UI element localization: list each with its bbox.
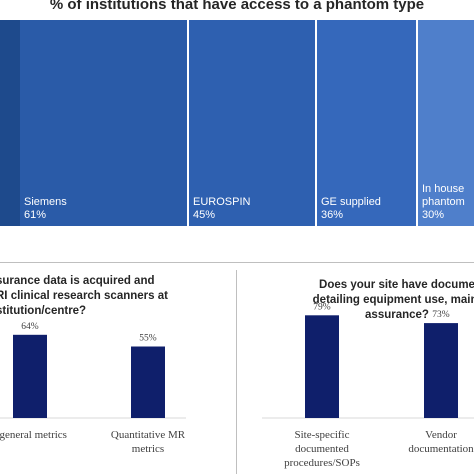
left-panel-title: surance data is acquired and RI clinical… [0,274,168,319]
treemap-tile-ge: GE supplied 36% [317,20,416,226]
right-title-line-3: assurance? [365,309,429,321]
phantom-treemap: Siemens 61% EUROSPIN 45% GE supplied 36%… [0,20,474,226]
right-category-label-1-1: documentation [408,443,474,455]
treemap-tile-in-house: In house phantom 30% [418,20,474,226]
treemap-value-eurospin: 45% [193,209,216,221]
panel-divider [236,270,237,474]
treemap-tile-siemens: Siemens 61% [20,20,187,226]
section-divider [0,262,474,263]
right-category-label-0-2: procedures/SOPs [284,457,360,469]
treemap-label-ge: GE supplied [321,196,381,208]
left-bar-value-1: 55% [139,334,157,344]
left-title-line-3: stitution/centre? [0,305,87,317]
right-title-line-2: detailing equipment use, maint [312,294,474,306]
left-category-label-1-0: Quantitative MR [111,429,186,441]
treemap-tile-eurospin: EUROSPIN 45% [189,20,315,226]
treemap-tile-hidden [0,20,20,226]
treemap-title: % of institutions that have access to a … [49,0,425,13]
left-category-label-1-1: metrics [132,443,164,455]
left-title-line-2: RI clinical research scanners at [0,290,168,302]
right-bar-0 [305,315,339,418]
treemap-label-eurospin: EUROSPIN [193,196,251,208]
right-category-label-0-0: Site-specific [295,429,350,441]
treemap-value-in-house: 30% [422,209,445,221]
left-bar-value-0: 64% [21,322,39,332]
treemap-label-in-house-1: In house [422,183,465,195]
left-bar-0 [13,334,47,418]
treemap-label-in-house-2: phantom [422,196,465,208]
left-category-label-0-0: r general metrics [0,429,67,441]
right-bar-1 [424,323,458,418]
treemap-value-ge: 36% [321,209,344,221]
treemap-value-siemens: 61% [24,209,47,221]
right-panel-title: Does your site have docume detailing equ… [282,278,474,323]
right-title-line-1: Does your site have docume [319,279,474,291]
left-bar-1 [131,346,165,418]
left-title-line-1: surance data is acquired and [0,275,155,287]
right-bar-value-1: 73% [432,310,450,320]
right-bar-value-0: 79% [313,302,331,312]
treemap-label-siemens: Siemens [24,196,67,208]
right-category-label-1-0: Vendor [425,429,457,441]
right-category-label-0-1: documented [295,443,349,455]
